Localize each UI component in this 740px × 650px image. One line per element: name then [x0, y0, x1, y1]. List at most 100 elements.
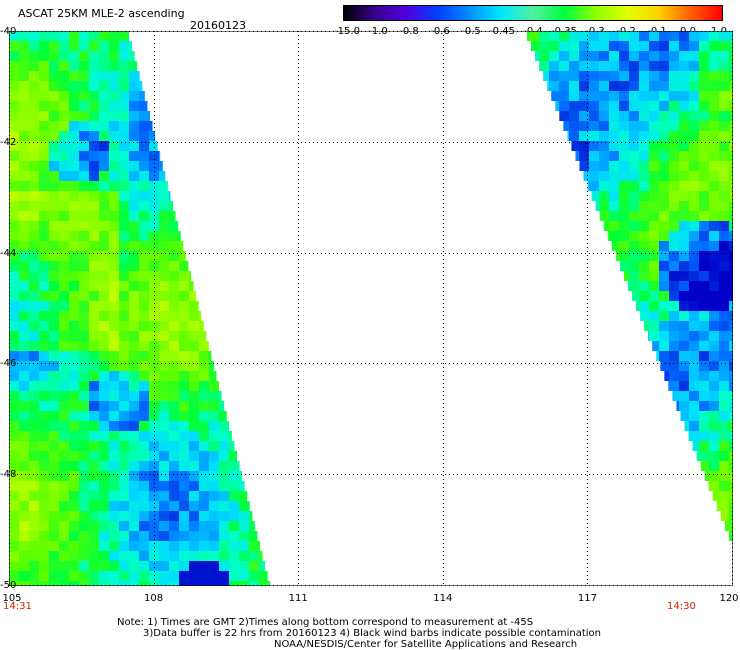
swath-cell	[159, 151, 161, 161]
swath-cell	[79, 261, 89, 271]
swath-cell	[679, 31, 690, 41]
swath-cell	[19, 571, 29, 581]
swath-cell	[69, 71, 79, 81]
swath-cell	[619, 151, 630, 161]
swath-cell	[129, 211, 139, 221]
swath-cell	[59, 331, 69, 341]
swath-cell	[49, 531, 59, 541]
swath-cell	[199, 511, 209, 521]
swath-cell	[649, 51, 660, 61]
swath-cell	[189, 301, 199, 311]
swath-cell	[729, 521, 733, 531]
swath-cell	[209, 581, 219, 586]
swath-cell	[599, 61, 610, 71]
swath-cell	[579, 121, 590, 131]
swath-cell	[29, 331, 39, 341]
swath-cell	[619, 261, 631, 271]
swath-cell	[659, 91, 670, 101]
swath-cell	[659, 61, 670, 71]
swath-cell	[551, 91, 562, 101]
swath-cell	[69, 331, 79, 341]
swath-cell	[669, 311, 680, 321]
swath-cell	[89, 581, 99, 586]
swath-cell	[539, 61, 550, 71]
swath-cell	[689, 131, 700, 141]
swath-cell	[129, 251, 139, 261]
swath-cell	[689, 161, 700, 171]
swath-cell	[629, 181, 640, 191]
swath-cell	[219, 461, 229, 471]
swath-cell	[569, 101, 580, 111]
swath-cell	[29, 541, 39, 551]
swath-cell	[209, 471, 219, 481]
swath-cell	[119, 51, 129, 61]
swath-cell	[149, 111, 150, 121]
swath-cell	[611, 241, 623, 251]
swath-cell	[699, 171, 710, 181]
swath-cell	[199, 321, 204, 331]
swath-cell	[79, 61, 89, 71]
swath-cell	[719, 271, 730, 281]
swath-cell	[689, 141, 700, 151]
swath-cell	[719, 471, 730, 481]
swath-cell	[19, 41, 29, 51]
swath-cell	[689, 251, 700, 261]
swath-cell	[9, 261, 19, 271]
swath-cell	[29, 91, 39, 101]
swath-cell	[99, 381, 109, 391]
swath-cell	[629, 171, 640, 181]
swath-cell	[649, 311, 660, 321]
swath-cell	[9, 371, 19, 381]
swath-cell	[579, 71, 590, 81]
swath-cell	[69, 371, 79, 381]
swath-cell	[119, 131, 129, 141]
swath-cell	[629, 281, 640, 291]
swath-cell	[19, 551, 29, 561]
swath-cell	[19, 501, 29, 511]
swath-cell	[69, 111, 79, 121]
swath-cell	[99, 401, 109, 411]
swath-cell	[39, 451, 49, 461]
time-left-label: 14:31	[3, 601, 32, 612]
swath-cell	[19, 441, 29, 451]
swath-cell	[29, 561, 39, 571]
swath-cell	[59, 391, 69, 401]
swath-cell	[229, 461, 239, 471]
swath-cell	[219, 521, 229, 531]
swath-cell	[729, 321, 733, 331]
swath-cell	[729, 441, 733, 451]
swath-cell	[119, 81, 129, 91]
swath-cell	[709, 131, 720, 141]
chart-title: ASCAT 25KM MLE-2 ascending	[18, 7, 185, 20]
swath-cell	[39, 151, 49, 161]
swath-cell	[619, 111, 630, 121]
swath-cell	[609, 61, 620, 71]
swath-cell	[729, 221, 733, 231]
swath-cell	[109, 111, 119, 121]
swath-cell	[209, 411, 219, 421]
swath-cell	[79, 441, 89, 451]
swath-cell	[9, 341, 19, 351]
swath-cell	[49, 291, 59, 301]
swath-cell	[19, 521, 29, 531]
swath-cell	[599, 101, 610, 111]
swath-cell	[189, 321, 199, 331]
swath-cell	[659, 201, 670, 211]
swath-cell	[179, 261, 189, 271]
swath-cell	[49, 41, 59, 51]
swath-cell	[19, 341, 29, 351]
swath-cell	[179, 381, 189, 391]
swath-cell	[79, 481, 89, 491]
swath-cell	[109, 541, 119, 551]
swath-cell	[9, 61, 19, 71]
swath-cell	[9, 321, 19, 331]
swath-cell	[729, 161, 733, 171]
longitude-label: 120	[719, 593, 739, 604]
swath-cell	[109, 291, 119, 301]
swath-cell	[149, 361, 159, 371]
swath-cell	[659, 41, 670, 51]
swath-cell	[189, 411, 199, 421]
swath-cell	[209, 521, 219, 531]
swath-cell	[79, 351, 89, 361]
swath-cell	[129, 451, 139, 461]
